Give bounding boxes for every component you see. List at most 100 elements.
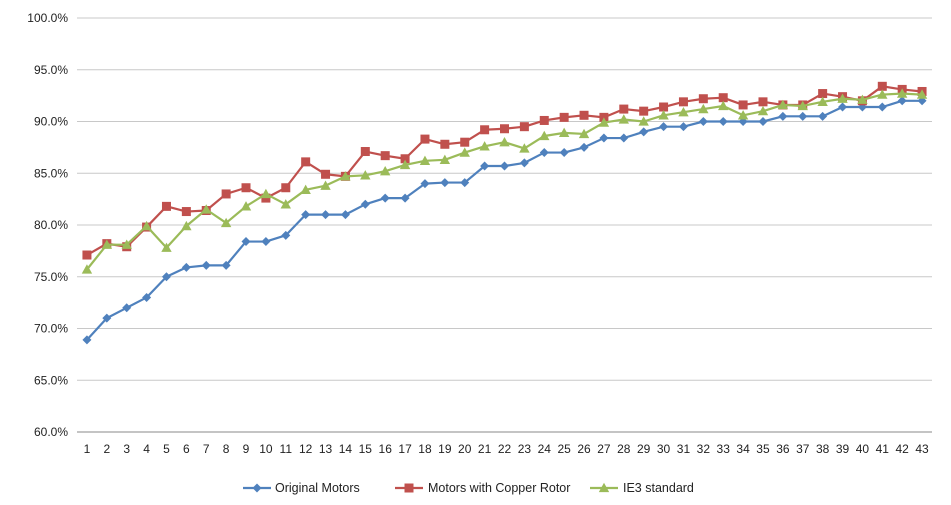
data-point <box>241 237 251 247</box>
y-tick-label: 60.0% <box>34 425 68 439</box>
data-point <box>519 143 530 153</box>
y-axis-tick-labels: 60.0% 65.0% 70.0% 75.0% 80.0% 85.0% 90.0% 95.0%… <box>27 11 68 439</box>
data-point <box>241 183 251 193</box>
data-point <box>818 111 828 121</box>
data-point <box>838 102 848 112</box>
data-point <box>399 159 411 170</box>
x-tick-label: 28 <box>617 442 631 456</box>
data-point <box>539 130 550 141</box>
data-point <box>459 147 470 157</box>
data-point <box>122 303 132 313</box>
data-point <box>916 89 928 99</box>
data-point <box>221 189 231 199</box>
data-point <box>659 122 669 132</box>
data-point <box>439 154 451 164</box>
data-point <box>877 89 888 99</box>
x-tick-label: 11 <box>280 442 293 456</box>
legend: Original Motors Motors with Copper Rotor I… <box>243 481 694 495</box>
series-layer <box>81 81 928 345</box>
x-tick-label: 26 <box>577 442 591 456</box>
data-point <box>639 127 649 137</box>
data-point <box>618 114 630 124</box>
data-point <box>260 188 272 199</box>
data-point <box>500 161 509 171</box>
data-point <box>141 220 152 231</box>
data-point <box>301 210 311 220</box>
x-tick-label: 14 <box>339 442 353 456</box>
y-tick-label: 100.0% <box>27 11 68 25</box>
data-point <box>261 237 271 247</box>
data-point <box>659 102 669 112</box>
x-tick-label: 33 <box>717 442 731 456</box>
data-point <box>181 220 192 231</box>
x-tick-label: 19 <box>438 442 452 456</box>
x-tick-label: 2 <box>103 442 110 456</box>
x-tick-label: 1 <box>84 442 91 456</box>
data-point <box>499 137 510 147</box>
x-tick-label: 17 <box>398 442 412 456</box>
data-point <box>142 292 152 302</box>
data-point <box>539 148 549 158</box>
data-point <box>558 127 570 138</box>
data-point <box>181 207 191 217</box>
x-tick-label: 23 <box>518 442 532 456</box>
data-point <box>240 201 252 211</box>
x-tick-label: 9 <box>243 442 250 456</box>
data-point <box>281 183 291 193</box>
data-point <box>201 260 211 270</box>
legend-label: Original Motors <box>275 481 360 495</box>
data-point <box>440 178 450 188</box>
x-tick-label: 40 <box>856 442 870 456</box>
x-tick-label: 10 <box>259 442 273 456</box>
x-tick-label: 37 <box>796 442 810 456</box>
data-point <box>480 125 490 135</box>
data-point <box>698 117 708 126</box>
data-point <box>102 313 112 323</box>
data-point <box>896 88 908 98</box>
x-tick-label: 39 <box>836 442 850 456</box>
data-point <box>837 93 848 103</box>
x-tick-label: 24 <box>538 442 552 456</box>
data-point <box>201 204 212 214</box>
data-point <box>598 117 610 127</box>
data-point <box>301 157 311 167</box>
x-tick-label: 22 <box>498 442 512 456</box>
data-point <box>400 154 410 164</box>
data-point <box>619 133 629 143</box>
x-tick-label: 18 <box>418 442 432 456</box>
data-point <box>480 161 490 171</box>
data-point <box>419 155 431 165</box>
data-point <box>460 137 470 147</box>
data-point <box>380 193 390 203</box>
legend-marker <box>598 482 610 493</box>
data-point <box>281 230 291 240</box>
y-tick-label: 70.0% <box>34 322 68 336</box>
data-point <box>360 199 370 209</box>
legend-marker <box>404 483 414 493</box>
x-tick-label: 41 <box>876 442 890 456</box>
y-tick-label: 95.0% <box>34 63 68 77</box>
data-point <box>400 193 410 203</box>
y-tick-label: 85.0% <box>34 166 68 180</box>
data-point <box>181 262 191 272</box>
series-ie3-standard <box>81 88 928 274</box>
x-tick-label: 38 <box>816 442 830 456</box>
legend-marker <box>252 483 262 493</box>
y-tick-label: 90.0% <box>34 115 68 129</box>
legend-item: Motors with Copper Rotor <box>395 481 570 495</box>
y-tick-label: 65.0% <box>34 373 68 387</box>
data-point <box>280 199 291 209</box>
data-point <box>778 111 788 121</box>
legend-item: IE3 standard <box>590 481 694 495</box>
data-point <box>440 139 450 149</box>
data-point <box>82 335 92 345</box>
data-point <box>897 96 907 106</box>
data-point <box>718 117 728 126</box>
x-tick-label: 42 <box>895 442 909 456</box>
data-point <box>579 110 589 120</box>
data-point <box>360 147 370 157</box>
data-point <box>638 116 649 126</box>
series-original-motors <box>82 96 927 345</box>
legend-label: IE3 standard <box>623 481 694 495</box>
